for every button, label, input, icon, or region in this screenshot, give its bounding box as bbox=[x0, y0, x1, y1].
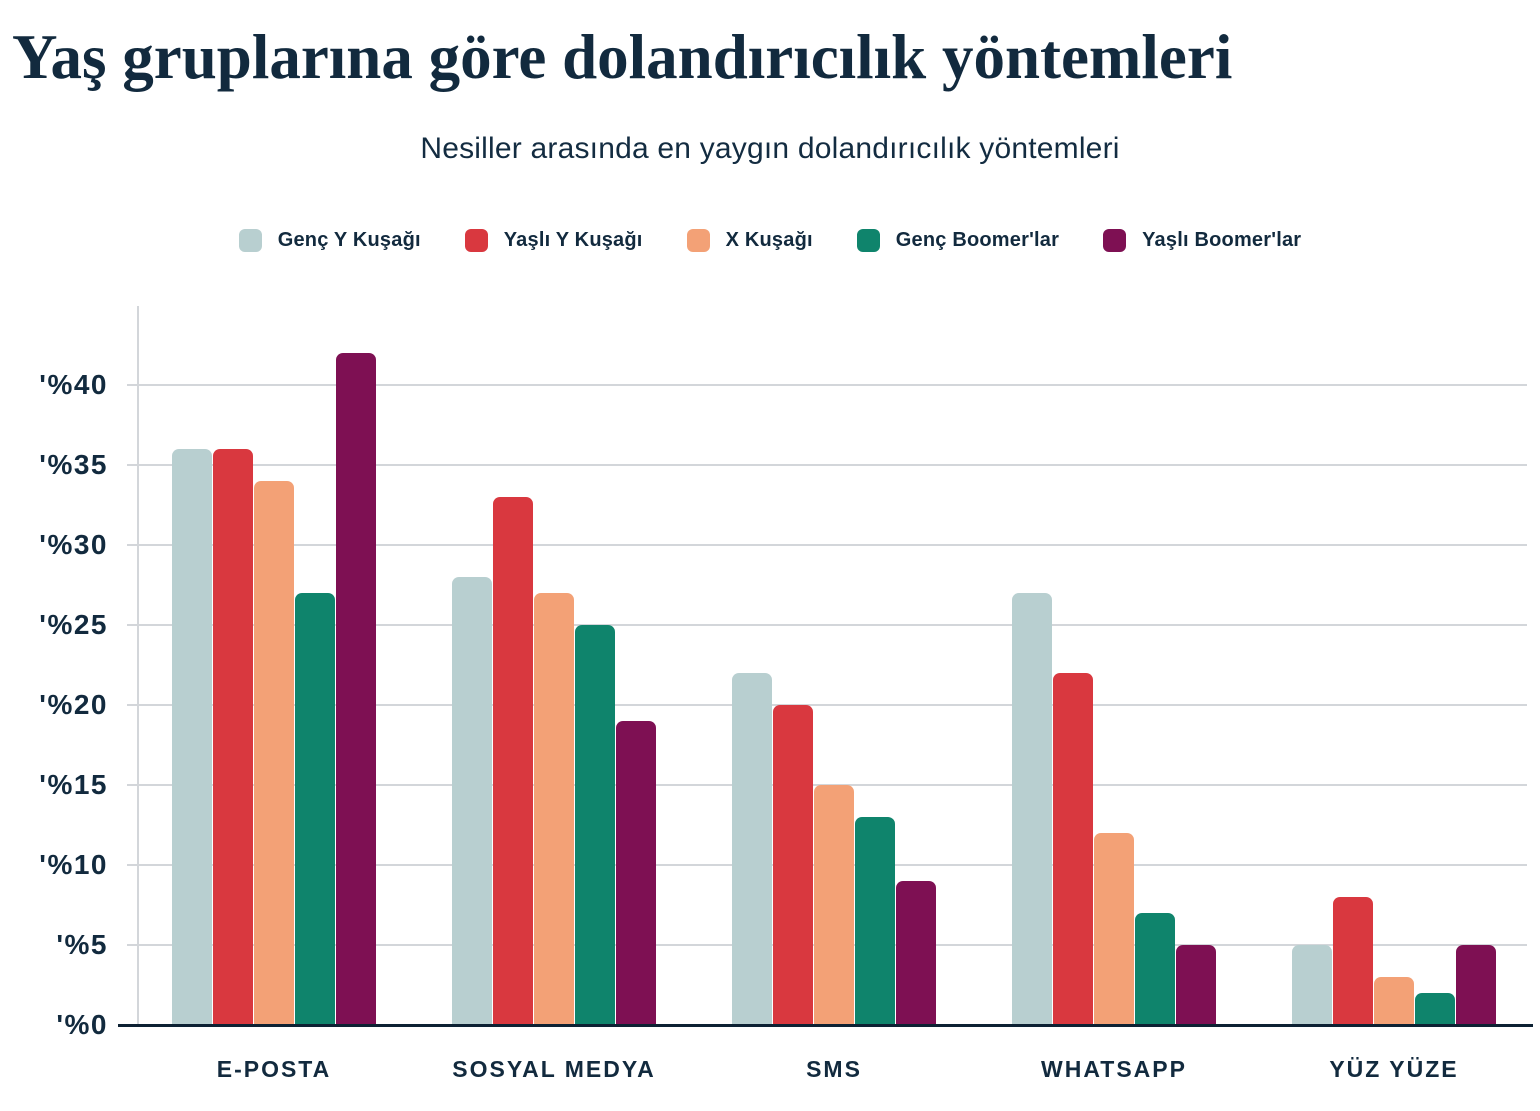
x-axis-line bbox=[118, 1024, 1533, 1027]
bar bbox=[295, 593, 335, 1025]
bar bbox=[1012, 593, 1052, 1025]
x-axis-category-label: YÜZ YÜZE bbox=[1329, 1056, 1459, 1082]
legend-item: Yaşlı Y Kuşağı bbox=[464, 229, 643, 252]
bar bbox=[575, 625, 615, 1025]
bar bbox=[534, 593, 574, 1025]
x-axis-category-label: E-POSTA bbox=[216, 1056, 332, 1082]
bar bbox=[1456, 945, 1496, 1025]
legend-item: Genç Boomer'lar bbox=[856, 229, 1060, 252]
x-axis-category-label: WHATSAPP bbox=[1041, 1056, 1187, 1082]
legend-item: Genç Y Kuşağı bbox=[238, 229, 421, 252]
bar bbox=[213, 449, 253, 1025]
bar bbox=[254, 481, 294, 1025]
bar bbox=[896, 881, 936, 1025]
y-axis-tick-label: '%20 bbox=[39, 689, 108, 720]
bar bbox=[814, 785, 854, 1025]
bar bbox=[493, 497, 533, 1025]
bar bbox=[1176, 945, 1216, 1025]
bar bbox=[732, 673, 772, 1025]
gridline bbox=[127, 544, 1527, 546]
x-axis-category-label: SOSYAL MEDYA bbox=[452, 1056, 656, 1082]
gridline bbox=[127, 464, 1527, 466]
bar bbox=[336, 353, 376, 1025]
bar bbox=[172, 449, 212, 1025]
bar bbox=[1292, 945, 1332, 1025]
y-axis-line bbox=[137, 306, 139, 1025]
gridline bbox=[127, 704, 1527, 706]
legend-label: Yaşlı Y Kuşağı bbox=[503, 229, 643, 251]
y-axis-tick-label: '%40 bbox=[39, 369, 108, 400]
bar bbox=[1135, 913, 1175, 1025]
legend-swatch bbox=[464, 229, 488, 252]
bar-group-whatsapp bbox=[1012, 593, 1216, 1025]
bar bbox=[616, 721, 656, 1025]
y-axis-tick-label: '%5 bbox=[56, 929, 108, 960]
chart-title: Yaş gruplarına göre dolandırıcılık yönte… bbox=[12, 22, 1233, 92]
bar bbox=[1415, 993, 1455, 1025]
y-axis-tick-label: '%15 bbox=[39, 769, 108, 800]
legend-swatch bbox=[856, 229, 880, 252]
bar-group-sms bbox=[732, 673, 936, 1025]
bar bbox=[1094, 833, 1134, 1025]
legend-label: Yaşlı Boomer'lar bbox=[1142, 229, 1302, 251]
plot-area bbox=[118, 306, 1533, 1027]
legend-label: X Kuşağı bbox=[725, 229, 813, 251]
y-axis-tick-label: '%10 bbox=[39, 849, 108, 880]
bar-group-e-posta bbox=[172, 353, 376, 1025]
chart-subtitle: Nesiller arasında en yaygın dolandırıcıl… bbox=[420, 132, 1120, 165]
bar bbox=[452, 577, 492, 1025]
legend-swatch bbox=[238, 229, 262, 252]
y-axis-tick-label: '%25 bbox=[39, 609, 108, 640]
bar bbox=[1374, 977, 1414, 1025]
legend-swatch bbox=[686, 229, 710, 252]
bar bbox=[1333, 897, 1373, 1025]
y-axis-tick-label: '%35 bbox=[39, 449, 108, 480]
bar bbox=[1053, 673, 1093, 1025]
bar-group-sosyal-medya bbox=[452, 497, 656, 1025]
gridline bbox=[127, 624, 1527, 626]
legend-label: Genç Boomer'lar bbox=[895, 229, 1060, 251]
legend-item: Yaşlı Boomer'lar bbox=[1103, 229, 1301, 252]
gridline bbox=[127, 384, 1527, 386]
y-axis-tick-label: '%0 bbox=[56, 1009, 108, 1040]
bar-group-y-z-y-ze bbox=[1292, 897, 1496, 1025]
bar bbox=[855, 817, 895, 1025]
legend: Genç Y Kuşağı Yaşlı Y Kuşağı X Kuşağı Genç … bbox=[0, 229, 1540, 252]
x-axis-category-label: SMS bbox=[806, 1056, 862, 1082]
y-axis-tick-label: '%30 bbox=[39, 529, 108, 560]
legend-item: X Kuşağı bbox=[686, 229, 813, 252]
legend-label: Genç Y Kuşağı bbox=[277, 229, 421, 251]
bar bbox=[773, 705, 813, 1025]
legend-swatch bbox=[1103, 229, 1127, 252]
